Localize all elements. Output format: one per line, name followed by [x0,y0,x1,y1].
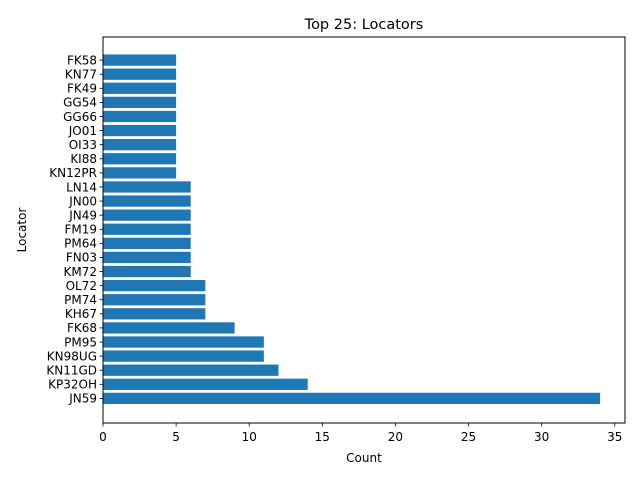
x-tick-label: 35 [607,430,622,444]
y-tick-label: KI88 [70,152,97,166]
y-tick-label: GG66 [63,110,97,124]
bar-kn98ug [103,350,264,362]
bars-group [103,54,601,405]
bar-jn59 [103,392,601,405]
y-tick-label: FM19 [64,223,97,237]
x-tick-label: 10 [242,430,257,444]
chart-title: Top 25: Locators [304,17,424,33]
y-tick-label: OL72 [66,279,97,293]
x-axis-ticks: 0 5 10 15 20 25 30 35 [99,423,622,444]
bar-kn77 [103,68,177,80]
y-tick-label: KN11GD [46,364,97,378]
bar-kn12pr [103,167,177,179]
x-tick-label: 20 [388,430,403,444]
y-axis-ticks: JN59KP32OHKN11GDKN98UGPM95FK68KH67PM74OL… [46,53,103,406]
y-tick-label: PM95 [64,335,97,349]
bar-jo01 [103,124,177,137]
x-tick-label: 5 [172,430,180,444]
y-tick-label: FN03 [66,251,97,265]
y-tick-label: LN14 [66,180,97,194]
y-tick-label: JN59 [68,392,97,406]
y-tick-label: FK58 [67,53,97,67]
y-tick-label: KH67 [65,307,97,321]
bar-ln14 [103,181,191,193]
bar-pm74 [103,294,206,306]
y-tick-label: PM74 [64,293,97,307]
y-tick-label: JO01 [68,124,97,138]
y-tick-label: OI33 [69,138,97,152]
bar-gg54 [103,96,177,109]
bar-fm19 [103,223,191,235]
y-tick-label: FK49 [67,82,97,96]
bar-fk49 [103,82,177,94]
bar-oi33 [103,139,177,151]
x-tick-label: 15 [315,430,330,444]
bar-ol72 [103,279,206,292]
x-axis-label: Count [346,451,382,465]
y-tick-label: FK68 [67,321,97,335]
plot-frame [102,36,626,424]
y-tick-label: GG54 [63,96,97,110]
bar-fk58 [103,54,177,66]
bar-kn11gd [103,364,279,376]
bar-km72 [103,265,191,278]
bar-pm64 [103,237,191,249]
y-tick-label: KN98UG [47,349,97,363]
bar-fk68 [103,322,235,334]
y-tick-label: KM72 [64,265,98,279]
bar-jn49 [103,209,191,221]
x-tick-label: 0 [99,430,107,444]
bar-pm95 [103,336,264,348]
y-tick-label: JN49 [68,208,97,222]
x-tick-label: 30 [534,430,549,444]
bar-fn03 [103,251,191,264]
y-tick-label: JN00 [68,194,97,208]
y-axis-label: Locator [15,208,29,253]
bar-kp32oh [103,378,308,390]
bar-kh67 [103,308,206,320]
bar-ki88 [103,153,177,165]
y-tick-label: KN77 [65,67,97,81]
bar-gg66 [103,110,177,123]
y-tick-label: KP32OH [48,378,97,392]
y-tick-label: PM64 [64,237,97,251]
y-tick-label: KN12PR [49,166,97,180]
x-tick-label: 25 [461,430,476,444]
bar-jn00 [103,195,191,207]
